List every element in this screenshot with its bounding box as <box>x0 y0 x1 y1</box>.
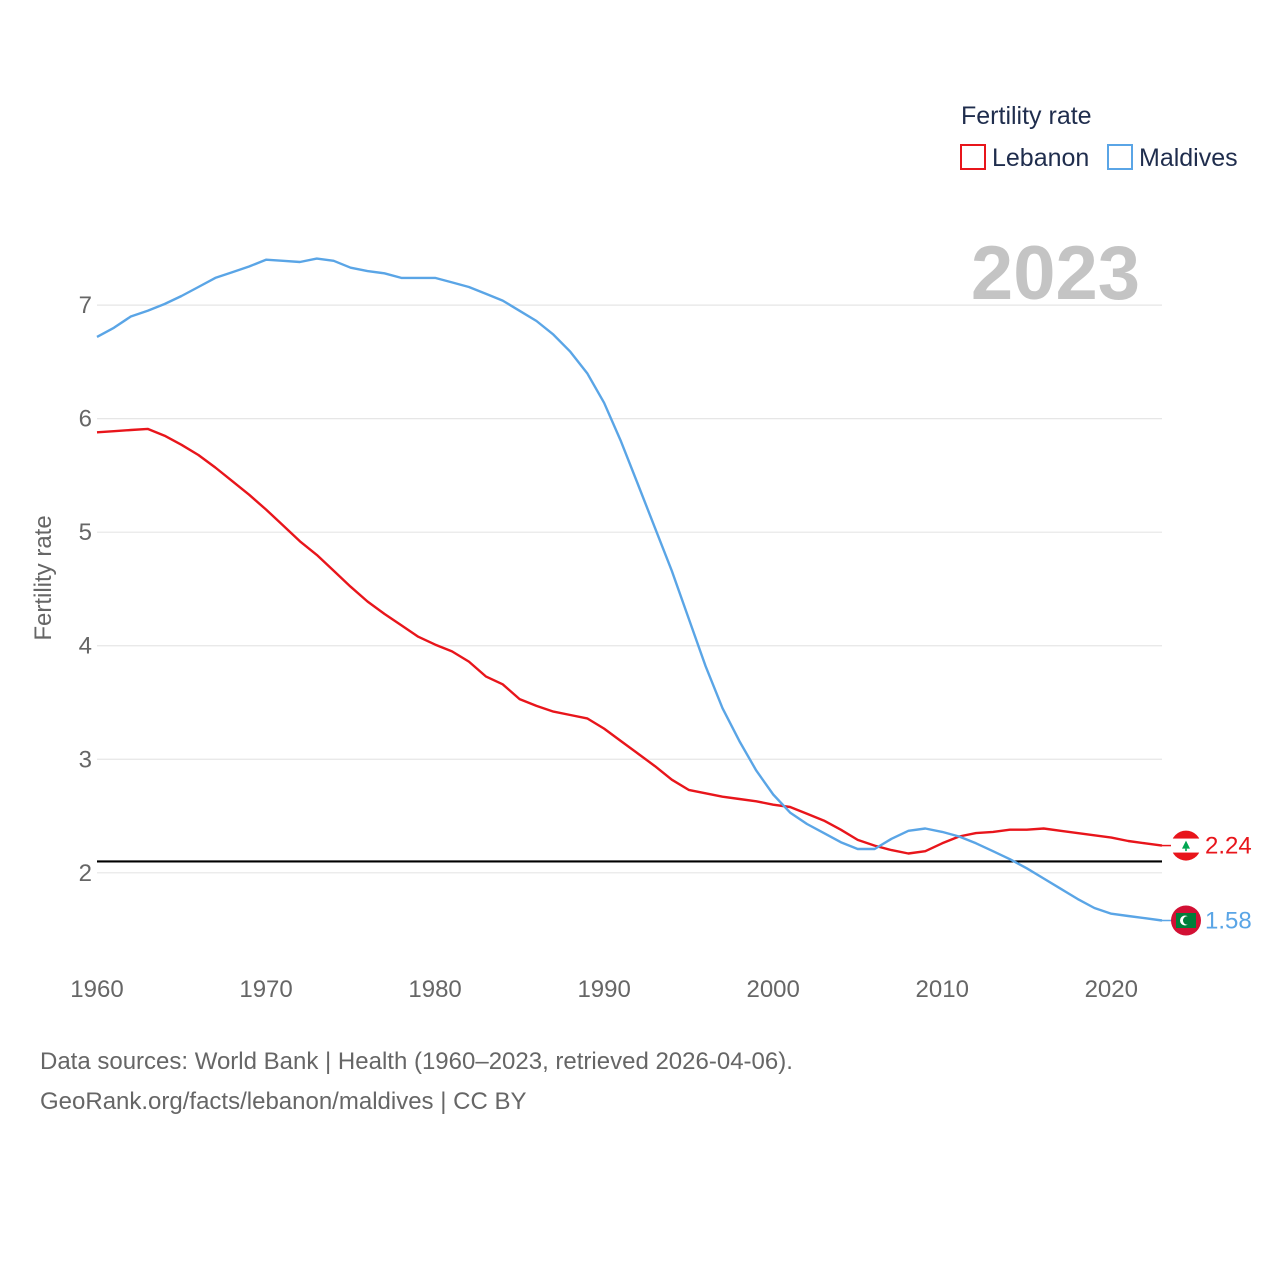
footer-link[interactable]: GeoRank.org/facts/lebanon/maldives | CC … <box>40 1088 527 1115</box>
maldives-flag-icon <box>1171 905 1201 936</box>
legend-item-maldives[interactable]: Maldives <box>1107 144 1238 172</box>
year-stamp: 2023 <box>971 231 1140 316</box>
y-tick-label: 2 <box>79 860 92 887</box>
x-tick-label: 1960 <box>70 976 123 1003</box>
y-axis-ticks: 2 3 4 5 6 7 <box>79 292 92 887</box>
x-tick-label: 1970 <box>239 976 292 1003</box>
y-axis-title: Fertility rate <box>30 515 57 640</box>
footer: Data sources: World Bank | Health (1960–… <box>40 1042 793 1122</box>
x-tick-label: 2010 <box>916 976 969 1003</box>
x-tick-label: 1990 <box>577 976 630 1003</box>
x-tick-label: 2000 <box>746 976 799 1003</box>
legend-label-maldives: Maldives <box>1139 144 1238 172</box>
series-line-lebanon[interactable] <box>96 427 1163 855</box>
legend-item-lebanon[interactable]: Lebanon <box>960 144 1089 172</box>
y-tick-label: 5 <box>79 519 92 546</box>
legend-title: Fertility rate <box>961 102 1092 130</box>
legend-label-lebanon: Lebanon <box>992 144 1089 172</box>
y-tick-label: 4 <box>79 633 92 660</box>
x-tick-label: 1980 <box>408 976 461 1003</box>
x-tick-label: 2020 <box>1085 976 1138 1003</box>
legend: Fertility rate Lebanon Maldives <box>960 102 1238 172</box>
end-value-lebanon: 2.24 <box>1205 833 1252 860</box>
footer-source: Data sources: World Bank | Health (1960–… <box>40 1048 793 1075</box>
legend-swatch-maldives <box>1107 144 1133 170</box>
legend-swatch-lebanon <box>960 144 986 170</box>
y-tick-label: 6 <box>79 406 92 433</box>
lebanon-flag-icon <box>1171 830 1201 861</box>
series-endpoints: 2.24 1.58 <box>1162 830 1252 936</box>
series-line-maldives[interactable] <box>96 257 1163 922</box>
y-tick-label: 3 <box>79 746 92 773</box>
x-axis-ticks: 1960 1970 1980 1990 2000 2010 2020 <box>70 976 1138 1003</box>
gridlines <box>97 304 1162 874</box>
series-lines <box>96 257 1163 922</box>
end-value-maldives: 1.58 <box>1205 908 1252 935</box>
y-tick-label: 7 <box>79 292 92 319</box>
